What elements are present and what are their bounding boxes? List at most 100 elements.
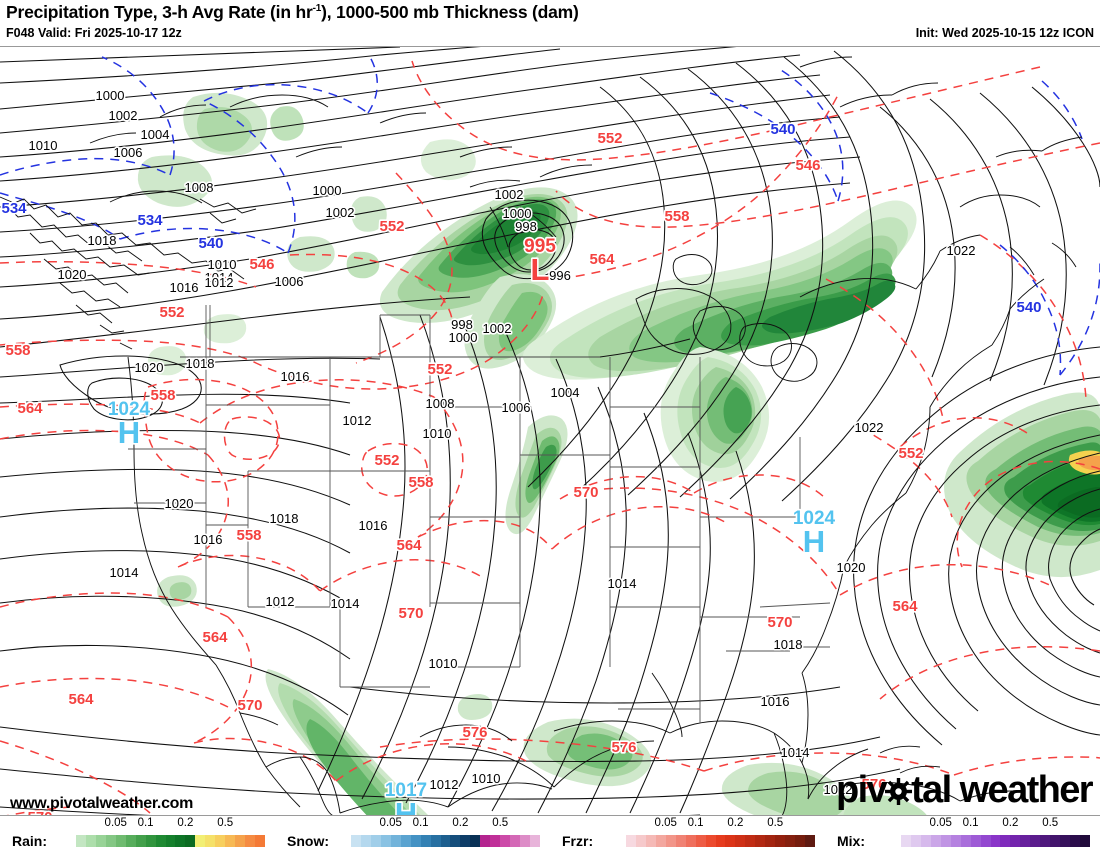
thickness-label-warm: 552 — [898, 445, 923, 462]
legend-swatch — [66, 835, 76, 847]
thickness-label-cold: 540 — [770, 121, 795, 138]
isobar-label: 1010 — [472, 771, 501, 786]
isobar-label: 1022 — [855, 420, 884, 435]
thickness-label-warm: 558 — [150, 387, 175, 404]
legend-swatch — [215, 835, 226, 847]
isobar-label: 1002 — [483, 321, 512, 336]
legend-tick-label: 0.5 — [217, 817, 234, 829]
high-pressure-symbol: H — [118, 415, 140, 450]
thickness-warm-label-group: 5525525585585465465645645465465525525525… — [4, 128, 925, 816]
legend-swatch — [695, 835, 706, 847]
map-canvas[interactable]: 1000 1000 1002 1002 1004 1004 1006 1006 1010 1010… — [0, 46, 1100, 816]
isobar-label: 1018 — [270, 511, 299, 526]
legend-swatch — [235, 835, 246, 847]
legend-label-snow: Snow: — [287, 833, 329, 849]
thickness-label-warm: 552 — [427, 361, 452, 378]
isobar-label: 1000 — [449, 330, 478, 345]
legend-swatch — [410, 835, 421, 847]
isobar-label: 1016 — [194, 532, 223, 547]
isobar-label: 1000 — [313, 183, 342, 198]
isobar-label: 1012 — [205, 275, 234, 290]
isobar-label: 1020 — [165, 496, 194, 511]
thickness-label-warm: 552 — [159, 304, 184, 321]
legend-colorbar-frzr — [616, 835, 816, 847]
thickness-label-warm: 564 — [17, 400, 43, 417]
legend-swatch — [450, 835, 461, 847]
isobar-label: 1018 — [270, 511, 299, 526]
legend-swatch — [1050, 835, 1061, 847]
isobar-label: 1010 — [208, 257, 237, 272]
logo-text-pre: piv — [835, 769, 888, 811]
thickness-label-warm: 558 — [150, 387, 175, 404]
map-graphics: 1000100010021002100410041006100610101010… — [0, 47, 1100, 816]
thickness-label-warm: 558 — [408, 474, 433, 491]
isobar-label: 1006 — [275, 274, 304, 289]
thickness-label-warm: 564 — [68, 691, 94, 708]
legend-tick-label: 0.2 — [452, 817, 469, 829]
thickness-label-warm: 564 — [202, 629, 228, 646]
legend-swatch — [1080, 835, 1091, 847]
pivotal-weather-logo: piv tal weather — [835, 769, 1094, 812]
valid-time-label: F048 Valid: Fri 2025-10-17 12z — [6, 26, 182, 40]
thickness-label-warm: 558 — [5, 342, 30, 359]
isobar-label: 1014 — [608, 576, 637, 591]
thickness-label-warm: 552 — [597, 130, 622, 147]
legend-swatch — [520, 835, 531, 847]
legend-swatch — [255, 835, 266, 847]
legend-swatch — [1000, 835, 1011, 847]
thickness-label-warm: 576 — [861, 776, 886, 793]
isobar-label: 1016 — [359, 518, 388, 533]
isobar-label: 1004 — [141, 127, 170, 142]
thickness-label-warm: 552 — [159, 304, 184, 321]
isobar-label: 1000 — [96, 88, 125, 103]
isobar-label: 1012 — [266, 594, 295, 609]
isobar-label: 1020 — [135, 360, 164, 375]
thickness-label-warm: 564 — [202, 629, 228, 646]
isobar-label: 1014 — [110, 565, 139, 580]
thickness-label-warm: 552 — [379, 218, 404, 235]
isobar-label: 1018 — [774, 637, 803, 652]
thickness-label-warm: 570 — [767, 614, 792, 631]
thickness-label-warm: 558 — [664, 208, 689, 225]
isobar-label: 1022 — [947, 243, 976, 258]
legend-label-frzr: Frzr: — [562, 833, 594, 849]
high-pressure-symbol: H — [395, 796, 417, 816]
legend-swatch — [510, 835, 521, 847]
legend-group-mix: Mix: 0.05 0.1 0.2 0.5 — [825, 816, 1100, 851]
isobar-label: 1012 — [430, 777, 459, 792]
legend-swatch — [350, 835, 361, 847]
legend-swatch — [155, 835, 166, 847]
legend-tick-label: 0.05 — [929, 817, 952, 829]
isobar-label: 1016 — [761, 694, 790, 709]
isobar-label: 1022 — [947, 243, 976, 258]
high-pressure-value: 1024 — [793, 508, 836, 529]
legend-swatch — [1030, 835, 1041, 847]
thickness-label-warm: 552 — [597, 130, 622, 147]
legend-tick-label: 0.5 — [492, 817, 509, 829]
thickness-label-warm: 570 — [398, 605, 423, 622]
legend-swatch — [360, 835, 371, 847]
thickness-label-warm: 552 — [374, 452, 399, 469]
legend-swatch — [665, 835, 676, 847]
isobar-label: 1014 — [608, 576, 637, 591]
isobar-label: 1012 — [824, 782, 853, 797]
thickness-label-warm: 570 — [573, 484, 598, 501]
legend-swatch — [735, 835, 746, 847]
legend-swatch — [500, 835, 511, 847]
isobar-label: 1006 — [275, 274, 304, 289]
thickness-label-cold: 534 — [137, 212, 163, 229]
legend-swatch — [380, 835, 391, 847]
legend-swatch — [775, 835, 786, 847]
thickness-label-warm: 564 — [396, 537, 422, 554]
isobar-label: 1006 — [502, 400, 531, 415]
geography-layer — [0, 56, 1083, 816]
isobar-label: 1012 — [266, 594, 295, 609]
high-pressure-value: 1024 — [108, 399, 151, 420]
isobar-label: 1004 — [551, 385, 580, 400]
isobar-label: 1010 — [429, 656, 458, 671]
thickness-label-warm: 570 — [27, 809, 52, 816]
legend-swatch — [625, 835, 636, 847]
isobar-label: 1002 — [109, 108, 138, 123]
logo-text-post: tal weather — [911, 769, 1094, 811]
